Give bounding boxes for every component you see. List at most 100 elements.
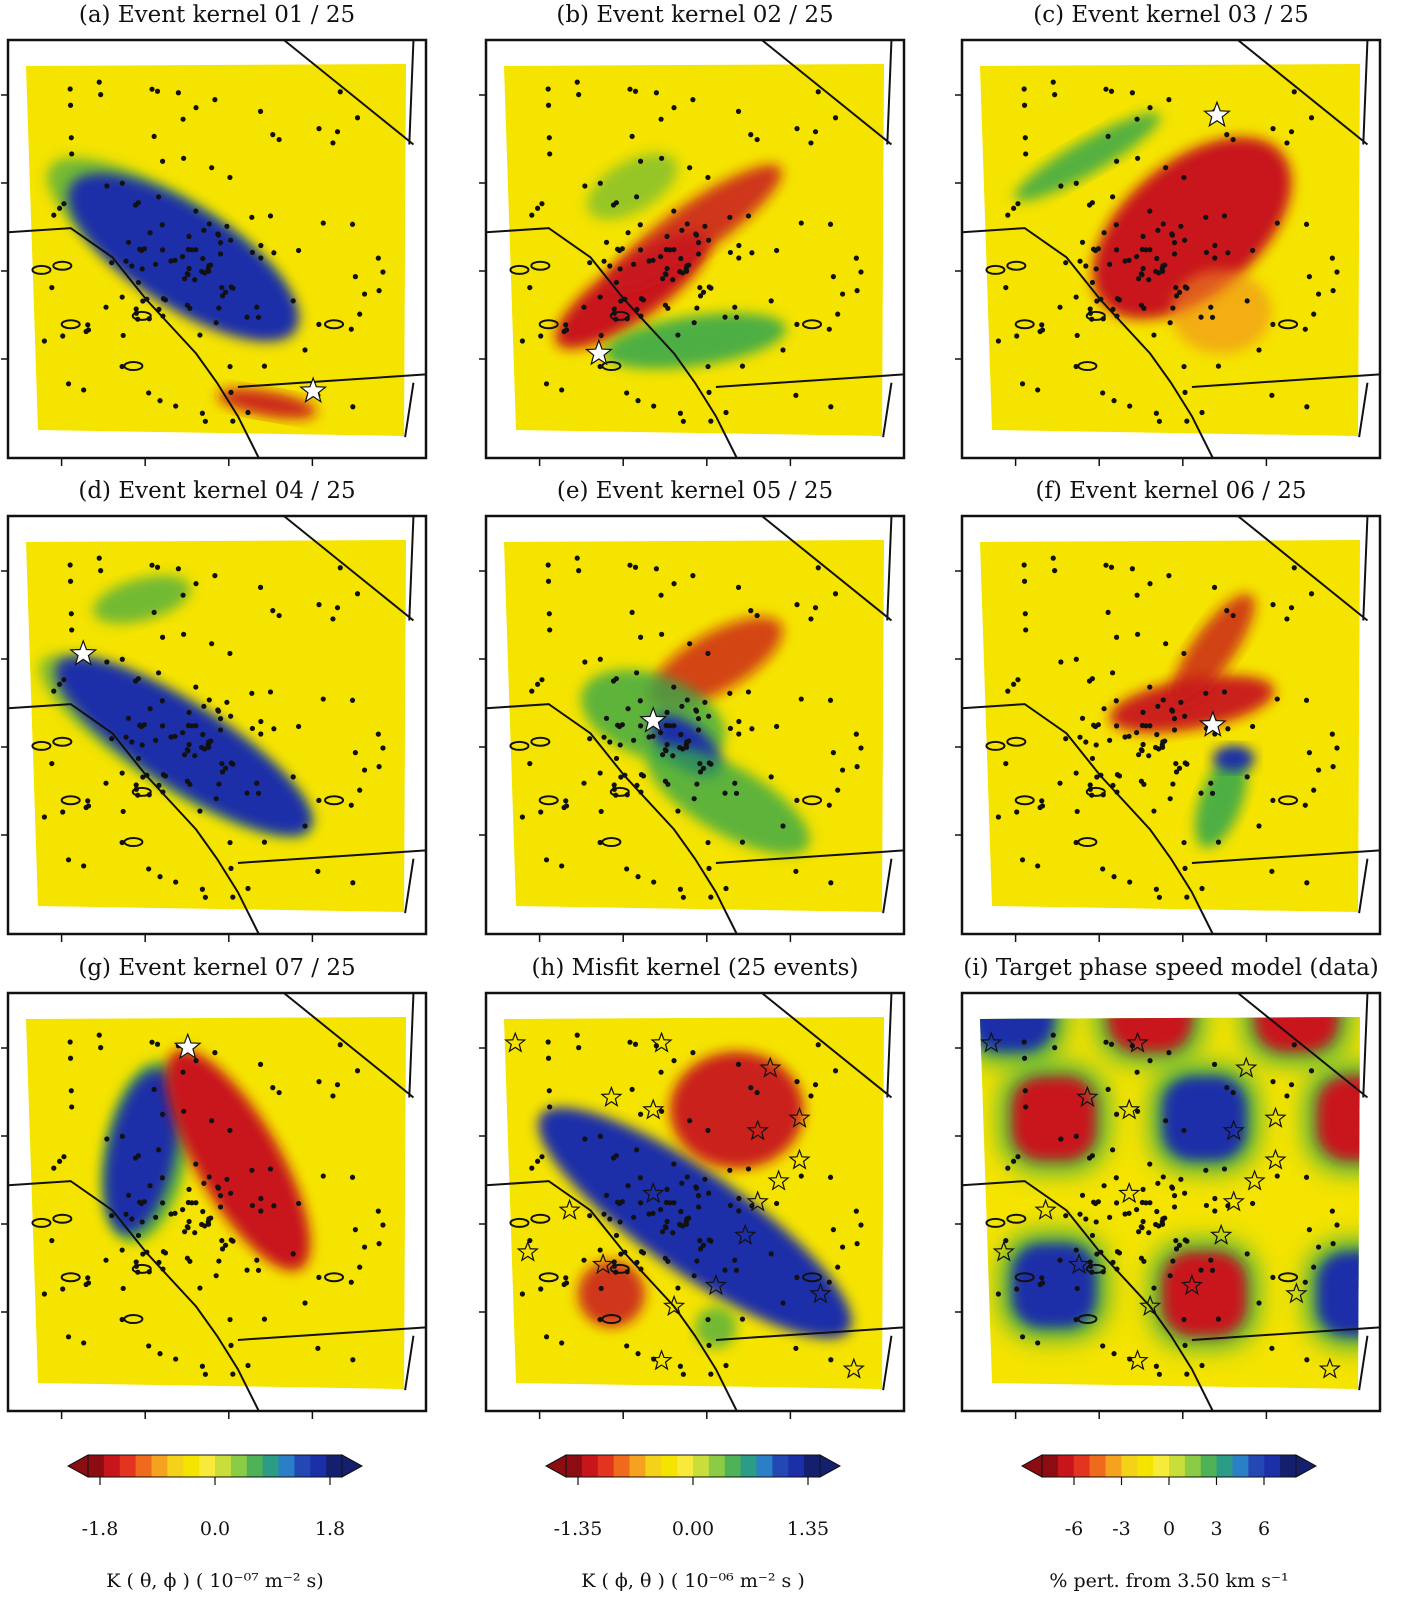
station-dot: [270, 132, 276, 138]
station-dot: [1170, 781, 1176, 787]
source-star-outline: [1210, 1223, 1233, 1245]
station-dot: [1225, 250, 1231, 256]
station-dot: [634, 1259, 640, 1266]
station-dot: [193, 1161, 199, 1167]
station-dot: [227, 1127, 233, 1134]
station-dot: [1109, 194, 1116, 200]
station-dot: [168, 734, 174, 740]
station-dot: [1269, 868, 1275, 874]
island: [60, 1272, 81, 1283]
station-dot: [209, 641, 215, 647]
station-dot: [705, 1316, 711, 1323]
station-dot: [212, 97, 218, 103]
station-dot: [1135, 1108, 1141, 1114]
station-dot: [1073, 1247, 1079, 1253]
station-dot: [1250, 723, 1256, 730]
station-dot: [159, 1111, 166, 1117]
station-dot: [255, 1267, 262, 1273]
station-dot: [1203, 690, 1209, 696]
station-dot: [546, 611, 552, 617]
station-dot: [1100, 1269, 1106, 1275]
station-dot: [754, 612, 760, 619]
station-dot: [350, 404, 356, 410]
station-dot: [376, 764, 382, 770]
source-star-outline: [1138, 1294, 1162, 1316]
station-dot: [635, 874, 641, 880]
station-dot: [637, 1200, 644, 1206]
station-dot: [337, 89, 343, 95]
station-dot: [1224, 608, 1230, 614]
station-dot: [830, 1227, 836, 1233]
station-dot: [651, 403, 657, 409]
station-dot: [611, 1259, 617, 1265]
station-dot: [267, 213, 274, 219]
station-dot: [665, 1258, 671, 1264]
station-dot: [1050, 555, 1056, 561]
model-anomaly: [980, 1017, 1054, 1052]
station-dot: [1147, 1058, 1153, 1064]
station-dot: [684, 221, 690, 227]
panel-title: (g) Event kernel 07 / 25: [0, 955, 437, 981]
station-dot: [694, 1258, 700, 1264]
colorbar-swatch: [1280, 1455, 1297, 1477]
station-dot: [1163, 641, 1169, 647]
station-dot: [249, 690, 255, 696]
station-dot: [835, 311, 841, 317]
station-dot: [261, 1316, 268, 1322]
station-dot: [545, 562, 551, 568]
station-dot: [587, 736, 593, 742]
island: [1014, 319, 1035, 330]
station-dot: [1134, 1069, 1140, 1075]
state-border: [283, 992, 415, 1099]
station-dot: [123, 258, 129, 264]
station-dot: [125, 1192, 132, 1198]
station-dot: [1171, 1193, 1178, 1199]
station-dot: [258, 718, 264, 725]
station-dot: [722, 790, 728, 796]
station-dot: [249, 249, 256, 256]
station-dot: [618, 774, 624, 780]
station-dot: [1153, 268, 1159, 275]
station-dot: [375, 255, 381, 261]
station-dot: [135, 792, 141, 798]
station-dot: [137, 246, 143, 252]
station-dot: [1113, 698, 1119, 704]
station-dot: [543, 1334, 550, 1340]
station-dot: [213, 320, 219, 326]
colorbar-1: [66, 1454, 364, 1485]
station-dot: [624, 1269, 630, 1275]
station-dot: [1155, 227, 1161, 233]
colorbar-tick-label: 3: [1210, 1518, 1223, 1540]
station-dot: [156, 1259, 162, 1266]
station-dot: [634, 306, 640, 313]
station-dot: [545, 1039, 551, 1045]
island: [609, 786, 630, 797]
station-dot: [574, 79, 580, 85]
station-dot: [774, 723, 780, 730]
station-dot: [1203, 1167, 1209, 1173]
station-dot: [1169, 231, 1175, 237]
station-dot: [1079, 1192, 1086, 1198]
station-dot: [780, 823, 786, 829]
state-border: [715, 373, 905, 388]
station-dot: [1014, 333, 1020, 339]
station-dot: [538, 333, 544, 339]
island: [1014, 1272, 1035, 1283]
station-dot: [1184, 1371, 1190, 1377]
station-dot: [258, 242, 264, 249]
station-dot: [1021, 102, 1028, 108]
station-dot: [667, 1200, 673, 1206]
station-dot: [352, 274, 358, 280]
station-dot: [1330, 1241, 1336, 1247]
station-dot: [815, 1042, 821, 1048]
station-dot: [995, 814, 1002, 820]
station-dot: [120, 808, 126, 815]
island: [52, 736, 73, 747]
station-dot: [651, 879, 657, 885]
station-dot: [667, 723, 673, 729]
station-dot: [103, 1257, 109, 1263]
station-dot: [619, 1199, 625, 1205]
station-dot: [808, 140, 814, 146]
colorbar-end-arrow: [66, 1454, 89, 1478]
station-dot: [249, 214, 255, 220]
